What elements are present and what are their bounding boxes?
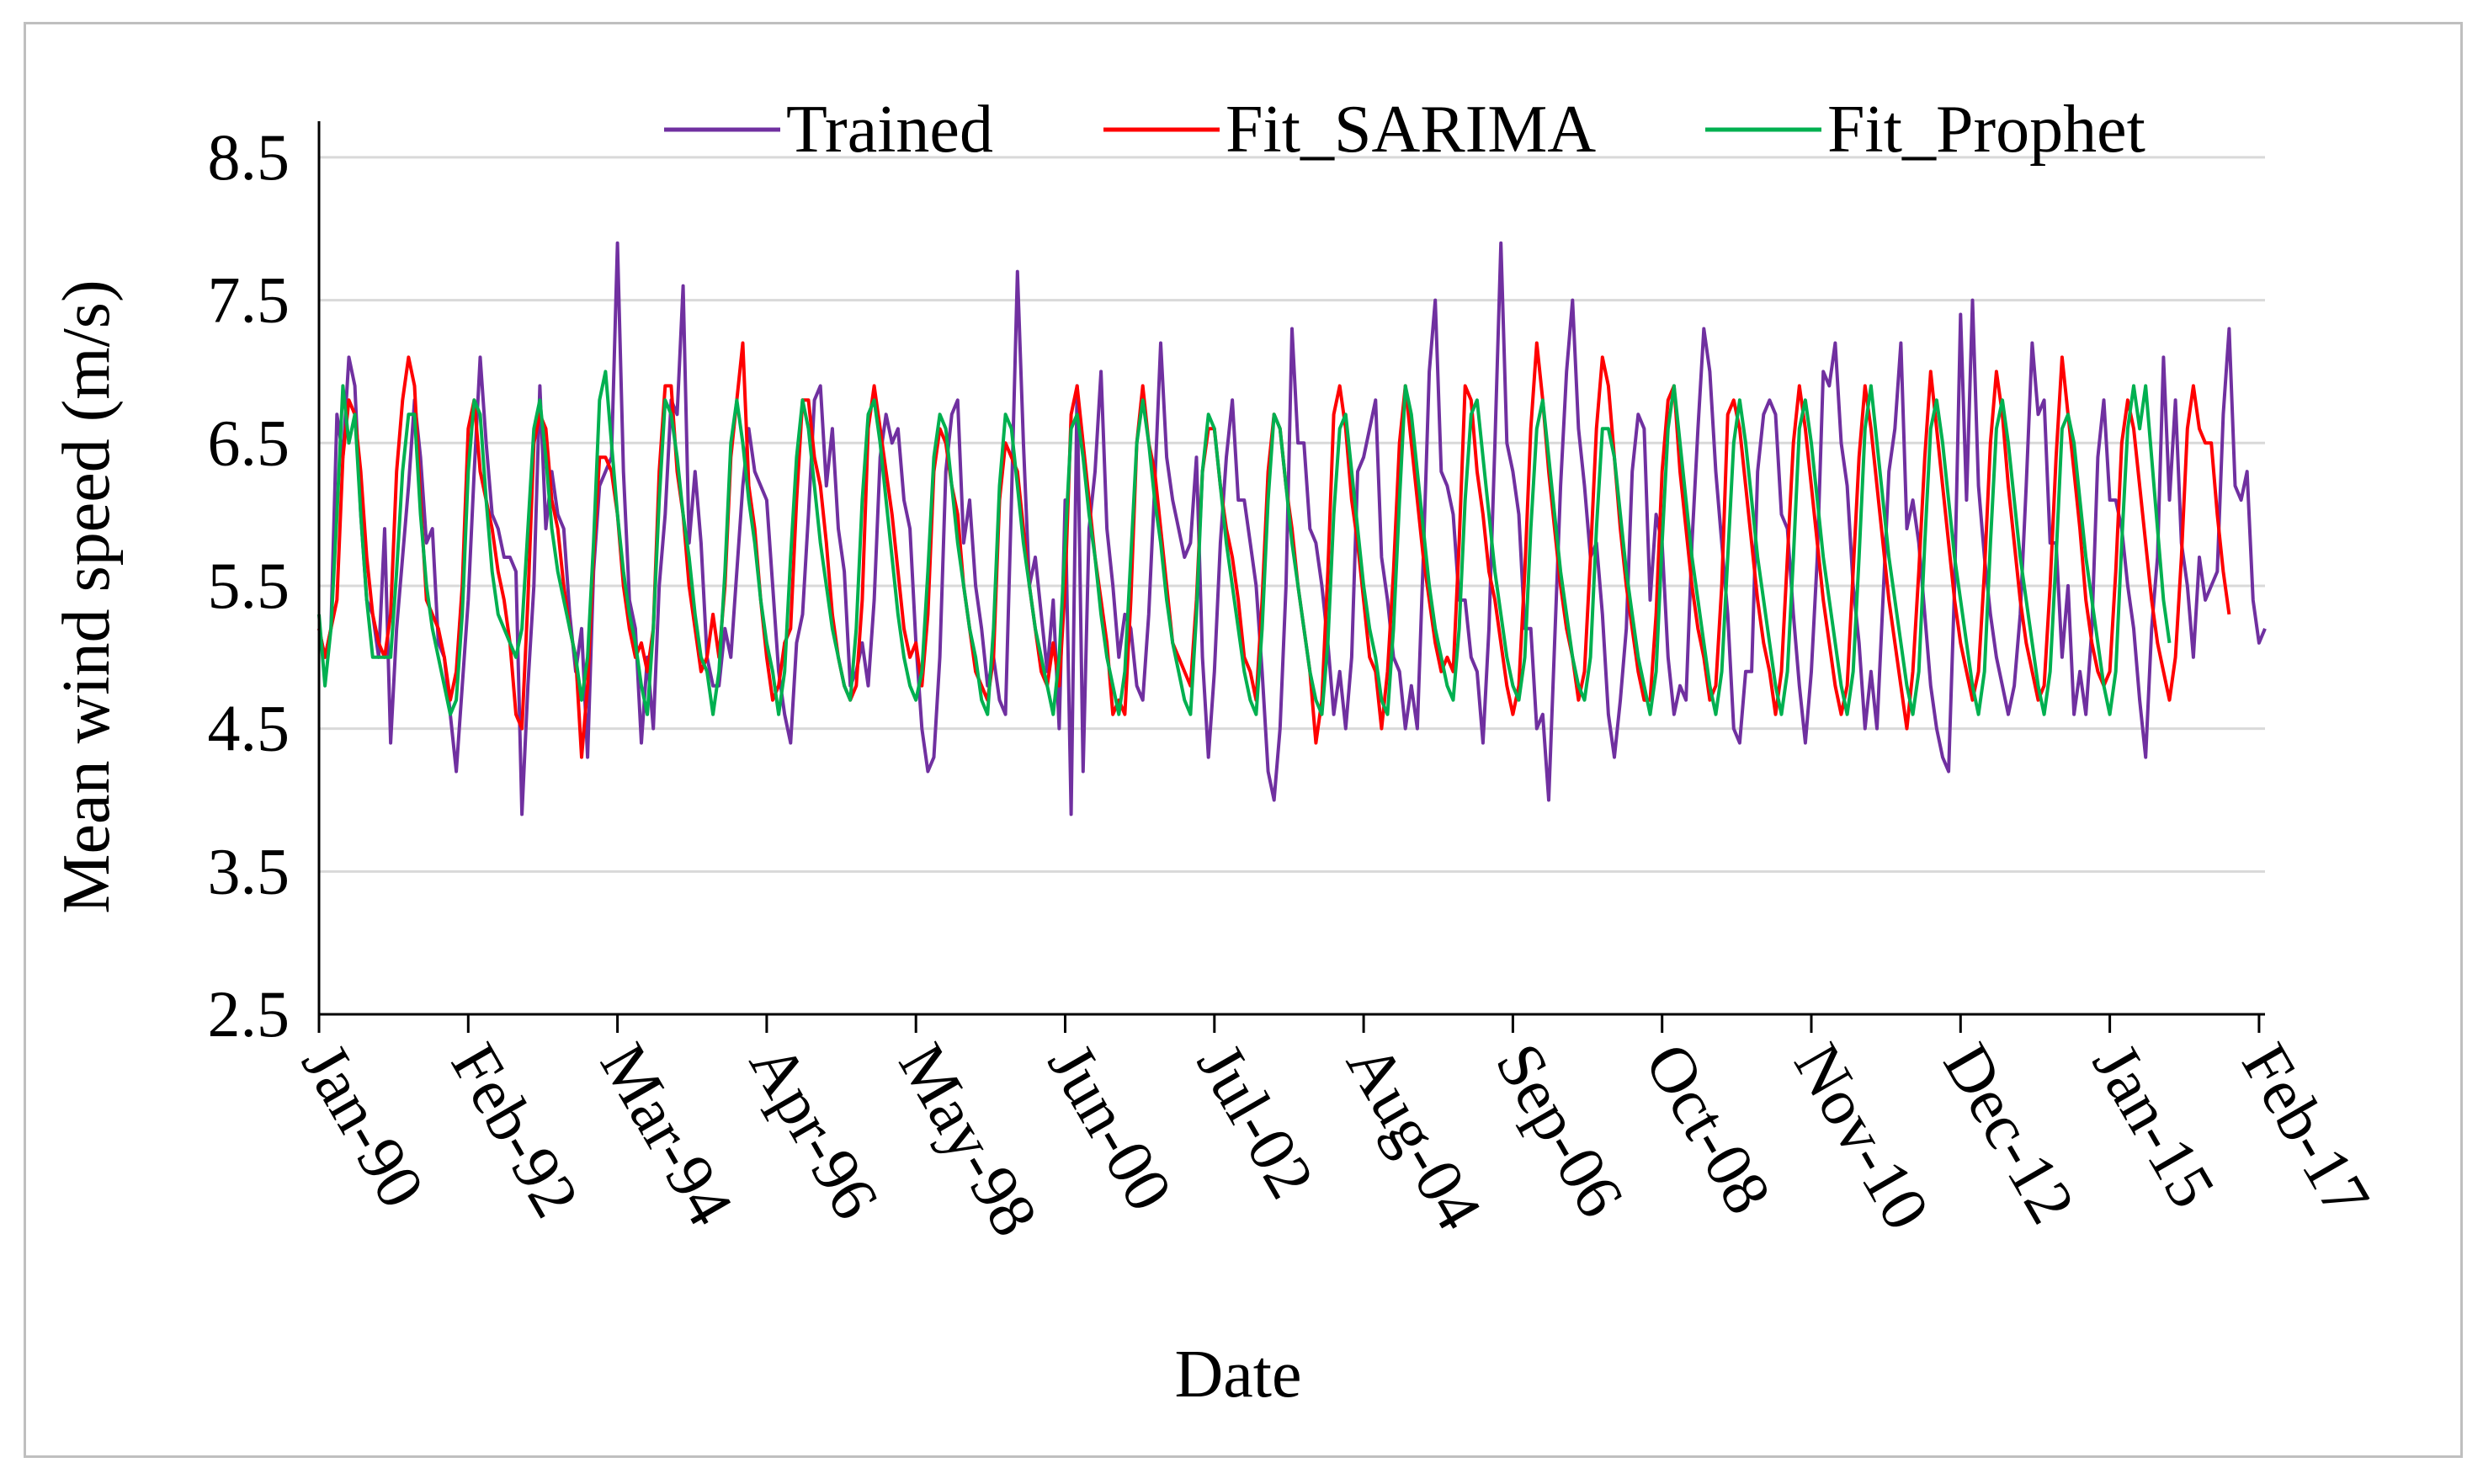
x-tick-label: Jul-02 [1183, 1031, 1329, 1210]
y-tick-label: 4.5 [208, 692, 290, 765]
legend-label-fit-prophet: Fit_Prophet [1827, 93, 2145, 167]
x-tick-label: May-98 [885, 1031, 1052, 1247]
y-tick-label: 6.5 [208, 406, 290, 479]
y-tick-label: 8.5 [208, 120, 290, 194]
chart-frame: 2.5 3.5 4.5 5.5 6.5 7.5 8.5 Jan-90 Feb-92 Mar-94… [24, 22, 2463, 1458]
y-tick-label: 7.5 [208, 263, 290, 337]
x-tick-label: Feb-92 [438, 1031, 594, 1229]
x-tick-label: Mar-94 [587, 1031, 748, 1237]
x-tick-labels: Jan-90Feb-92Mar-94Apr-96May-98Jun-00Jul-… [288, 1031, 2385, 1247]
y-tick-label: 2.5 [208, 977, 290, 1051]
x-tick-label: Apr-96 [736, 1031, 893, 1231]
y-tick-label: 3.5 [208, 834, 290, 907]
series-line-trained [317, 241, 2267, 816]
x-tick-label: Oct-08 [1631, 1031, 1786, 1226]
series-lines [317, 241, 2267, 816]
x-tick-label: Dec-12 [1930, 1031, 2090, 1235]
series-line-fit-sarima [317, 341, 2231, 759]
x-tick-label: Jan-15 [2079, 1031, 2230, 1220]
x-tick-label: Feb-17 [2228, 1031, 2385, 1229]
axes [317, 121, 2265, 1033]
y-axis-title: Mean wind speed (m/s) [50, 279, 124, 913]
x-tick-label: Jun-00 [1034, 1031, 1188, 1222]
x-tick-label: Jan-90 [288, 1031, 439, 1220]
line-chart: 2.5 3.5 4.5 5.5 6.5 7.5 8.5 Jan-90Feb-92Mar-94… [50, 93, 2385, 1412]
x-tick-label: Nov-10 [1780, 1031, 1944, 1242]
legend-label-trained: Trained [786, 93, 993, 167]
grid-lines [319, 156, 2265, 873]
y-tick-labels: 2.5 3.5 4.5 5.5 6.5 7.5 8.5 [208, 120, 290, 1051]
series-line-fit-prophet [317, 370, 2172, 716]
y-tick-label: 5.5 [208, 549, 290, 622]
legend-label-fit-sarima: Fit_SARIMA [1226, 93, 1596, 167]
x-axis-title: Date [1174, 1338, 1301, 1412]
x-tick-label: Aug-04 [1332, 1031, 1497, 1242]
x-tick-label: Sep-06 [1482, 1031, 1639, 1229]
legend: Trained Fit_SARIMA Fit_Prophet [664, 93, 2145, 167]
